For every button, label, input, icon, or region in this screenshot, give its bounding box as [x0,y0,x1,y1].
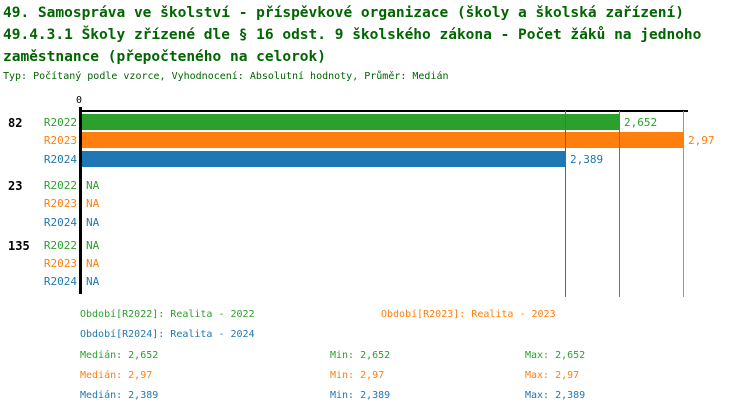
report-title-line-1: 49. Samospráva ve školství - příspěvkové… [3,5,684,21]
stat-median-r2024: Medián: 2,389 [80,390,159,401]
median-line-R2024 [565,111,566,297]
category-label: 82 [8,116,23,130]
median-line-R2023 [683,111,684,297]
legend-item-r2022: Období[R2022]: Realita - 2022 [80,309,255,320]
stat-max-r2023: Max: 2,97 [525,370,580,381]
na-value-label: NA [86,197,100,211]
report-header: 49. Samospráva ve školství - příspěvkové… [3,2,747,83]
legend-item-r2023: Období[R2023]: Realita - 2023 [381,309,556,320]
bar-R2023-82 [82,132,683,149]
stat-median-r2022: Medián: 2,652 [80,350,159,361]
report-title-line-3: zaměstnance (přepočteného na celorok) [3,49,327,65]
stat-max-r2024: Max: 2,389 [525,390,586,401]
bar-R2022-82 [82,114,619,130]
row-series-label: R2024 [43,275,77,289]
row-series-label: R2024 [43,215,77,229]
legend-item-r2024: Období[R2024]: Realita - 2024 [80,329,255,340]
na-value-label: NA [86,179,100,192]
category-label: 23 [8,179,23,193]
row-series-label: R2023 [43,134,77,148]
row-series-label: R2022 [43,238,77,252]
row-series-label: R2022 [43,179,77,192]
stat-min-r2023: Min: 2,97 [330,370,385,381]
row-series-label: R2023 [43,197,77,211]
bar-R2024-82 [82,150,565,167]
row-series-label: R2024 [43,152,77,166]
na-value-label: NA [86,275,100,289]
na-value-label: NA [86,256,100,270]
row-series-label: R2022 [43,116,77,129]
bar-value-label: 2,389 [570,152,604,166]
stat-median-r2023: Medián: 2,97 [80,370,153,381]
category-label: 135 [8,238,30,253]
axis-origin-label: 0 [76,95,83,106]
stat-max-r2022: Max: 2,652 [525,350,586,361]
row-series-label: R2023 [43,256,77,270]
median-line-R2022 [619,111,620,297]
stat-min-r2022: Min: 2,652 [330,350,391,361]
na-value-label: NA [86,215,100,229]
report-title-line-2: 49.4.3.1 Školy zřízené dle § 16 odst. 9 … [3,27,702,43]
y-axis-line [79,107,82,294]
bar-value-label: 2,97 [688,134,715,148]
na-value-label: NA [86,238,100,252]
stat-min-r2024: Min: 2,389 [330,390,391,401]
x-axis-line [79,110,688,112]
bar-value-label: 2,652 [624,116,658,129]
report-subtitle: Typ: Počítaný podle vzorce, Vyhodnocení:… [3,71,449,82]
